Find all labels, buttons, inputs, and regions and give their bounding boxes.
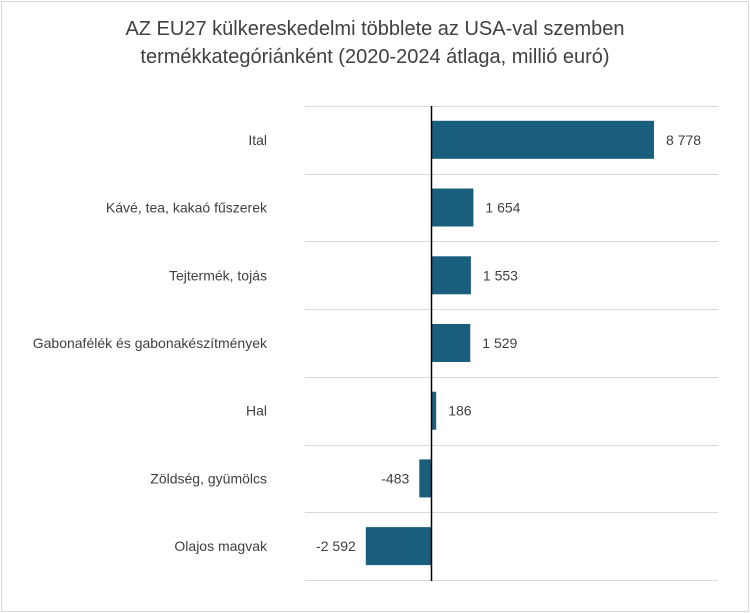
category-label: Hal: [246, 403, 267, 419]
chart-title-line-1: AZ EU27 külkereskedelmi többlete az USA-…: [125, 18, 625, 40]
bar: [365, 527, 432, 566]
chart-title-line-2: termékkategóriánként (2020-2024 átlaga, …: [140, 46, 610, 68]
category-label: Kávé, tea, kakaó fűszerek: [106, 200, 268, 216]
data-label: 8 778: [666, 132, 701, 148]
bar: [431, 324, 471, 362]
bar: [419, 459, 432, 498]
chart-title: AZ EU27 külkereskedelmi többlete az USA-…: [0, 15, 750, 71]
bar: [431, 391, 437, 430]
data-label: 186: [448, 403, 472, 419]
bar: [431, 256, 471, 295]
category-label: Gabonafélék és gabonakészítmények: [33, 335, 268, 351]
category-label: Ital: [248, 132, 267, 148]
category-label: Zöldség, gyümölcs: [150, 470, 267, 486]
data-label: 1 654: [485, 200, 520, 216]
data-label: -2 592: [316, 538, 356, 554]
data-label: 1 553: [483, 267, 518, 283]
bar: [431, 188, 474, 227]
category-label: Tejtermék, tojás: [169, 267, 267, 283]
category-label: Olajos magvak: [174, 538, 268, 554]
data-label: 1 529: [482, 335, 517, 351]
data-label: -483: [381, 470, 409, 486]
bar: [431, 120, 654, 159]
